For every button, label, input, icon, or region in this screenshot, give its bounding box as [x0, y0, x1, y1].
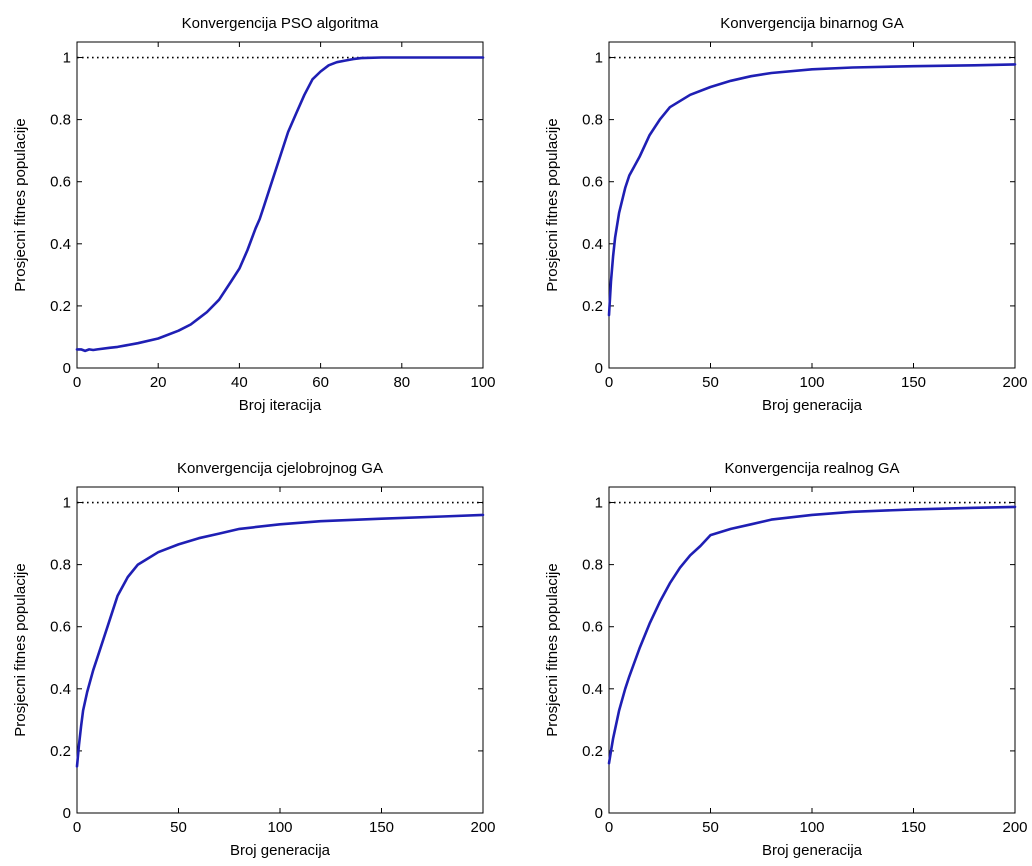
y-tick-label: 1	[595, 495, 603, 512]
x-axis-label: Broj generacija	[230, 842, 331, 859]
x-tick-label: 100	[267, 819, 292, 836]
x-tick-label: 0	[605, 374, 613, 391]
x-axis-label: Broj iteracija	[239, 397, 322, 414]
y-tick-label: 0.8	[50, 112, 71, 129]
x-tick-label: 50	[702, 819, 719, 836]
y-tick-label: 0.6	[50, 619, 71, 636]
y-axis-label: Prosjecni fitnes populacije	[544, 563, 561, 736]
x-tick-label: 150	[369, 819, 394, 836]
y-tick-label: 0.6	[50, 174, 71, 191]
x-tick-label: 150	[901, 819, 926, 836]
y-tick-label: 0.4	[50, 681, 71, 698]
y-tick-label: 0.6	[582, 174, 603, 191]
axes-frame	[608, 41, 1016, 369]
y-tick-label: 0.4	[582, 236, 603, 253]
y-tick-label: 0.4	[582, 681, 603, 698]
x-tick-label: 100	[799, 819, 824, 836]
y-tick-label: 1	[63, 50, 71, 67]
axes-frame	[76, 41, 484, 369]
chart-title: Konvergencija realnog GA	[724, 460, 899, 477]
y-axis-label: Prosjecni fitnes populacije	[544, 118, 561, 291]
x-tick-label: 60	[312, 374, 329, 391]
y-tick-label: 0	[63, 805, 71, 822]
chart-title: Konvergencija cjelobrojnog GA	[177, 460, 383, 477]
y-tick-label: 0.2	[582, 298, 603, 315]
x-tick-label: 100	[799, 374, 824, 391]
y-tick-label: 0.6	[582, 619, 603, 636]
chart-panel-3: 0 50 100 150 200 0 0.2 0.4 0.6 0.8 1 Konvergencija …	[12, 460, 496, 859]
y-tick-label: 0.2	[582, 743, 603, 760]
y-tick-label: 0.8	[582, 557, 603, 574]
chart-title: Konvergencija PSO algoritma	[182, 15, 379, 32]
chart-panel-2: 0 50 100 150 200 0 0.2 0.4 0.6 0.8 1 Konvergencija …	[544, 15, 1028, 414]
x-tick-label: 100	[470, 374, 495, 391]
y-axis-label: Prosjecni fitnes populacije	[12, 118, 29, 291]
chart-title: Konvergencija binarnog GA	[720, 15, 903, 32]
x-tick-label: 20	[150, 374, 167, 391]
chart-panel-1: 0 20 40 60 80 100 0 0.2 0.4 0.6 0.8 1 Konvergencija …	[12, 15, 496, 414]
x-tick-label: 200	[1002, 374, 1027, 391]
chart-panel-4: 0 50 100 150 200 0 0.2 0.4 0.6 0.8 1 Konvergencija …	[544, 460, 1028, 859]
x-tick-label: 150	[901, 374, 926, 391]
y-tick-label: 1	[595, 50, 603, 67]
y-tick-label: 0	[595, 360, 603, 377]
series-line-1	[607, 505, 1017, 765]
x-tick-label: 40	[231, 374, 248, 391]
series-line-1	[607, 63, 1017, 317]
x-tick-label: 0	[605, 819, 613, 836]
y-tick-label: 0	[595, 805, 603, 822]
y-tick-label: 0.2	[50, 298, 71, 315]
y-tick-label: 0.8	[582, 112, 603, 129]
x-axis-label: Broj generacija	[762, 397, 863, 414]
x-tick-label: 50	[170, 819, 187, 836]
series-line-1	[75, 513, 485, 768]
y-tick-label: 0.4	[50, 236, 71, 253]
y-tick-label: 1	[63, 495, 71, 512]
y-tick-label: 0	[63, 360, 71, 377]
y-tick-label: 0.8	[50, 557, 71, 574]
x-tick-label: 80	[393, 374, 410, 391]
series-line-1	[75, 56, 485, 353]
x-tick-label: 0	[73, 374, 81, 391]
axes-frame	[608, 486, 1016, 814]
x-tick-label: 0	[73, 819, 81, 836]
y-axis-label: Prosjecni fitnes populacije	[12, 563, 29, 736]
axes-frame	[76, 486, 484, 814]
y-tick-label: 0.2	[50, 743, 71, 760]
x-tick-label: 50	[702, 374, 719, 391]
x-tick-label: 200	[1002, 819, 1027, 836]
x-tick-label: 200	[470, 819, 495, 836]
x-axis-label: Broj generacija	[762, 842, 863, 859]
